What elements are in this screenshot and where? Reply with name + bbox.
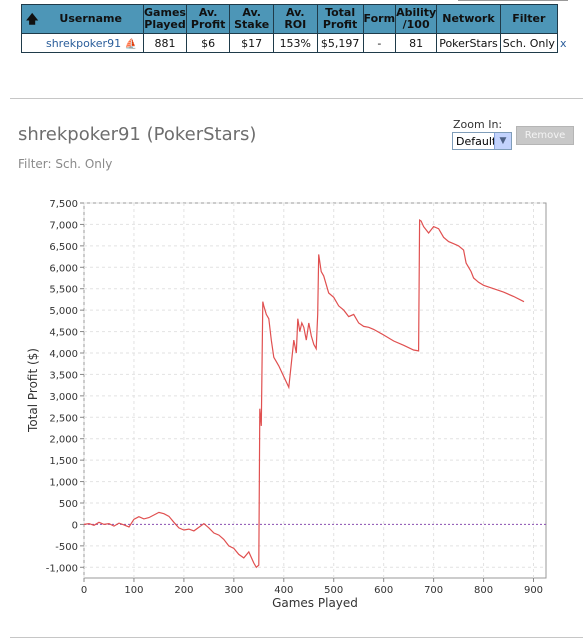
- col-av-stake[interactable]: Av. Stake: [229, 4, 274, 34]
- y-tick-label: 2,500: [49, 413, 78, 424]
- y-tick-label: 0: [72, 520, 78, 531]
- y-tick-label: -1,000: [46, 563, 78, 574]
- col-username-label: Username: [59, 12, 122, 25]
- remove-row-link[interactable]: x: [557, 33, 570, 53]
- grid-layer: [83, 202, 546, 578]
- x-tick-label: 300: [224, 585, 243, 596]
- username-link[interactable]: shrekpoker91: [45, 36, 122, 50]
- x-tick-label: 700: [424, 585, 443, 596]
- y-tick-label: 1,000: [49, 478, 78, 489]
- y-axis-label: Total Profit ($): [26, 348, 40, 433]
- col-av-stake-label: Av. Stake: [234, 6, 270, 31]
- x-tick-label: 200: [174, 585, 193, 596]
- cell-filter: Sch. Only: [499, 33, 558, 53]
- y-tick-label: 7,500: [49, 199, 78, 210]
- x-axis-label: Games Played: [272, 596, 358, 610]
- ship-icon: ⛵: [124, 38, 138, 50]
- x-tick-label: 100: [124, 585, 143, 596]
- y-tick-label: 3,000: [49, 392, 78, 403]
- x-tick-label: 500: [324, 585, 343, 596]
- zoom-label: Zoom In:: [453, 118, 503, 131]
- zoom-select-value: Default: [456, 135, 497, 148]
- x-tick-label: 400: [274, 585, 293, 596]
- y-tick-label: 2,000: [49, 435, 78, 446]
- remove-button[interactable]: Remove: [516, 126, 574, 145]
- filter-label: Filter: Sch. Only: [18, 157, 113, 171]
- y-tick-label: 1,500: [49, 456, 78, 467]
- cell-network: PokerStars: [436, 33, 501, 53]
- cell-username: shrekpoker91 ⛵: [20, 33, 145, 53]
- col-filter[interactable]: Filter: [499, 4, 558, 34]
- cell-av-roi: 153%: [272, 33, 318, 53]
- y-tick-label: -500: [55, 542, 78, 553]
- x-tick-label: 0: [81, 585, 87, 596]
- col-username[interactable]: 🡅 Username: [20, 4, 145, 34]
- col-games-played-label: Games Played: [144, 6, 186, 31]
- col-ability[interactable]: Ability /100: [395, 4, 438, 34]
- y-tick-label: 3,500: [49, 370, 78, 381]
- col-total-profit[interactable]: Total Profit: [316, 4, 364, 34]
- y-tick-label: 6,000: [49, 263, 78, 274]
- cell-games-played: 881: [143, 33, 187, 53]
- y-tick-label: 7,000: [49, 220, 78, 231]
- top-rule: [458, 0, 568, 5]
- cell-ability: 81: [395, 33, 438, 53]
- col-ability-label: Ability /100: [396, 6, 437, 31]
- y-tick-label: 6,500: [49, 242, 78, 253]
- col-form-label: Form: [363, 12, 396, 25]
- col-network-label: Network: [442, 12, 495, 25]
- col-av-profit[interactable]: Av. Profit: [185, 4, 231, 34]
- axis-layer: -1,000 -500 0 500 1,000 1,500 2,000 2,500 3,000 3…: [46, 199, 543, 596]
- cell-av-profit: $6: [185, 33, 231, 53]
- x-tick-label: 900: [524, 585, 543, 596]
- y-tick-label: 5,500: [49, 285, 78, 296]
- bottom-divider: [10, 637, 583, 638]
- cell-form: -: [362, 33, 397, 53]
- x-tick-label: 800: [474, 585, 493, 596]
- col-av-roi-label: Av. ROI: [284, 6, 307, 31]
- up-arrow-icon[interactable]: 🡅: [26, 12, 39, 26]
- page-title: shrekpoker91 (PokerStars): [18, 124, 257, 145]
- y-tick-label: 4,000: [49, 349, 78, 360]
- chevron-down-icon[interactable]: ▼: [494, 133, 511, 149]
- section-divider: [10, 98, 583, 99]
- zoom-select[interactable]: Default ▼: [452, 132, 512, 150]
- series-line-total-profit: [83, 219, 525, 569]
- x-tick-label: 600: [374, 585, 393, 596]
- y-tick-label: 4,500: [49, 328, 78, 339]
- col-games-played[interactable]: Games Played: [143, 4, 187, 34]
- table-row: shrekpoker91 ⛵ 881 $6 $17 153% $5,197 - …: [20, 33, 570, 53]
- table-header-row: 🡅 Username Games Played Av. Profit Av. S…: [20, 4, 570, 34]
- col-av-profit-label: Av. Profit: [190, 6, 226, 31]
- player-stats-table: 🡅 Username Games Played Av. Profit Av. S…: [20, 4, 570, 53]
- col-filter-label: Filter: [512, 12, 546, 25]
- y-tick-label: 5,000: [49, 306, 78, 317]
- plot-area: [83, 202, 547, 579]
- y-tick-label: 500: [59, 499, 78, 510]
- col-total-profit-label: Total Profit: [322, 6, 358, 31]
- cell-total-profit: $5,197: [316, 33, 364, 53]
